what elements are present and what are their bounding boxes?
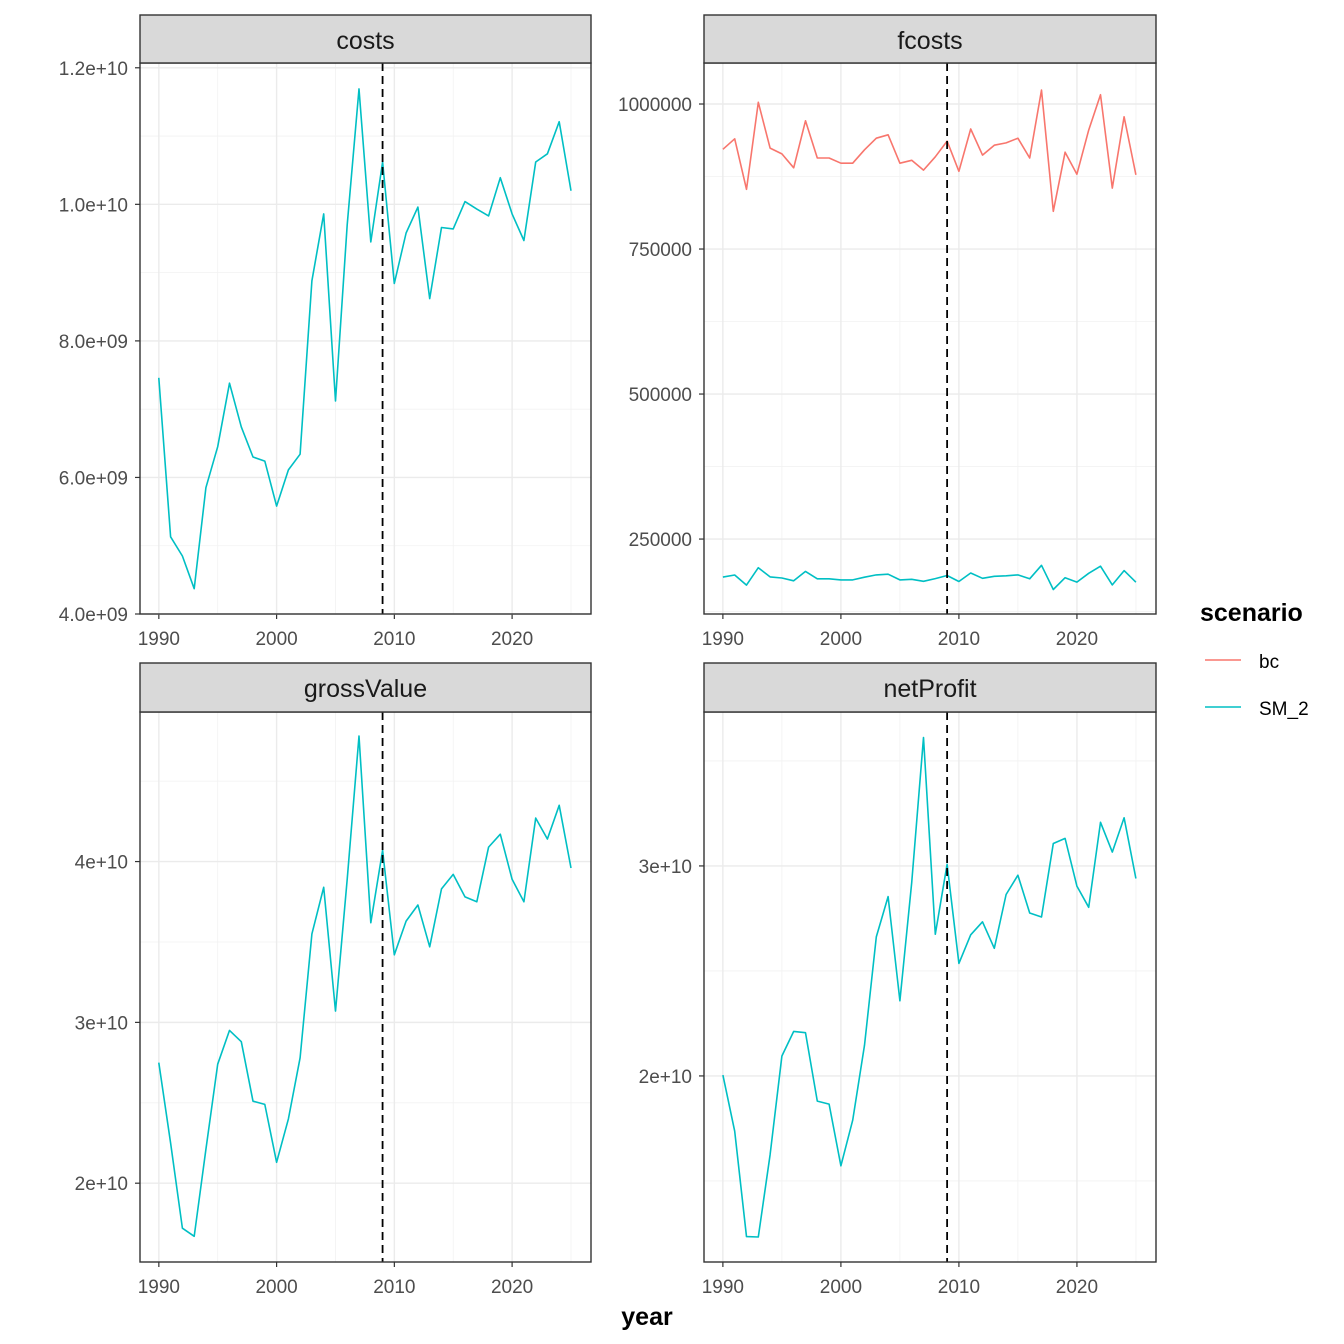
panel-netProfit: 1990 2000 2010 2020 2e+10 3e+10 netProfit [639, 662, 1157, 1298]
x-tick-label: 1990 [138, 629, 180, 650]
facet-strip-label: netProfit [883, 675, 976, 703]
x-tick-label: 2020 [491, 1277, 533, 1298]
y-tick-label: 1.0e+10 [59, 195, 128, 216]
legend-label-bc: bc [1259, 652, 1279, 673]
plot-background [704, 712, 1156, 1262]
y-tick-label: 3e+10 [639, 857, 692, 878]
plot-background [704, 63, 1156, 614]
facet-strip-label: grossValue [304, 675, 427, 703]
y-tick-label: 2e+10 [639, 1067, 692, 1088]
panel-grossValue: 1990 2000 2010 2020 2e+10 3e+10 4e+10 grossValu… [75, 662, 592, 1298]
series-line-SM_2 [158, 735, 572, 1238]
facet-strip [703, 662, 1157, 713]
plot-background [140, 712, 591, 1262]
x-tick-label: 2010 [373, 629, 415, 650]
y-tick-label: 6.0e+09 [59, 468, 128, 489]
series-line-SM_2 [158, 88, 572, 590]
x-tick-label: 1990 [702, 1277, 744, 1298]
facet-strip-label: fcosts [897, 27, 962, 55]
x-tick-label: 2000 [820, 629, 862, 650]
legend-title: scenario [1200, 599, 1303, 627]
x-tick-label: 2000 [255, 629, 297, 650]
facet-strip [139, 14, 592, 64]
facet-strip [139, 662, 592, 713]
facet-strip-label: costs [336, 27, 394, 55]
x-tick-label: 2010 [938, 629, 980, 650]
y-tick-label: 2e+10 [75, 1174, 128, 1195]
y-tick-label: 750000 [629, 240, 692, 261]
series-line-SM_2 [722, 564, 1137, 591]
x-tick-label: 2010 [373, 1277, 415, 1298]
x-tick-label: 2000 [820, 1277, 862, 1298]
y-tick-label: 4.0e+09 [59, 605, 128, 626]
y-tick-label: 4e+10 [75, 853, 128, 874]
y-tick-label: 500000 [629, 385, 692, 406]
legend: scenario bc SM_2 [1200, 599, 1309, 720]
facet-strip [703, 14, 1157, 64]
x-tick-label: 2010 [938, 1277, 980, 1298]
x-tick-label: 2020 [1056, 1277, 1098, 1298]
x-tick-label: 1990 [702, 629, 744, 650]
x-tick-label: 2020 [1056, 629, 1098, 650]
y-tick-label: 1000000 [618, 95, 692, 116]
panel-fcosts: 1990 2000 2010 2020 250000 500000 750000 100000… [618, 14, 1157, 650]
x-tick-label: 2020 [491, 629, 533, 650]
series-line-SM_2 [722, 736, 1137, 1238]
y-tick-label: 3e+10 [75, 1013, 128, 1034]
panel-costs: 1990 2000 2010 2020 4.0e+09 6.0e+09 8.0e+09 1.0… [59, 14, 592, 650]
x-tick-label: 2000 [255, 1277, 297, 1298]
plot-background [140, 63, 591, 614]
y-tick-label: 250000 [629, 530, 692, 551]
x-axis-title: year [621, 1303, 673, 1331]
series-line-bc [722, 89, 1137, 213]
y-tick-label: 8.0e+09 [59, 332, 128, 353]
y-tick-label: 1.2e+10 [59, 59, 128, 80]
legend-label-sm2: SM_2 [1259, 699, 1309, 720]
x-tick-label: 1990 [138, 1277, 180, 1298]
